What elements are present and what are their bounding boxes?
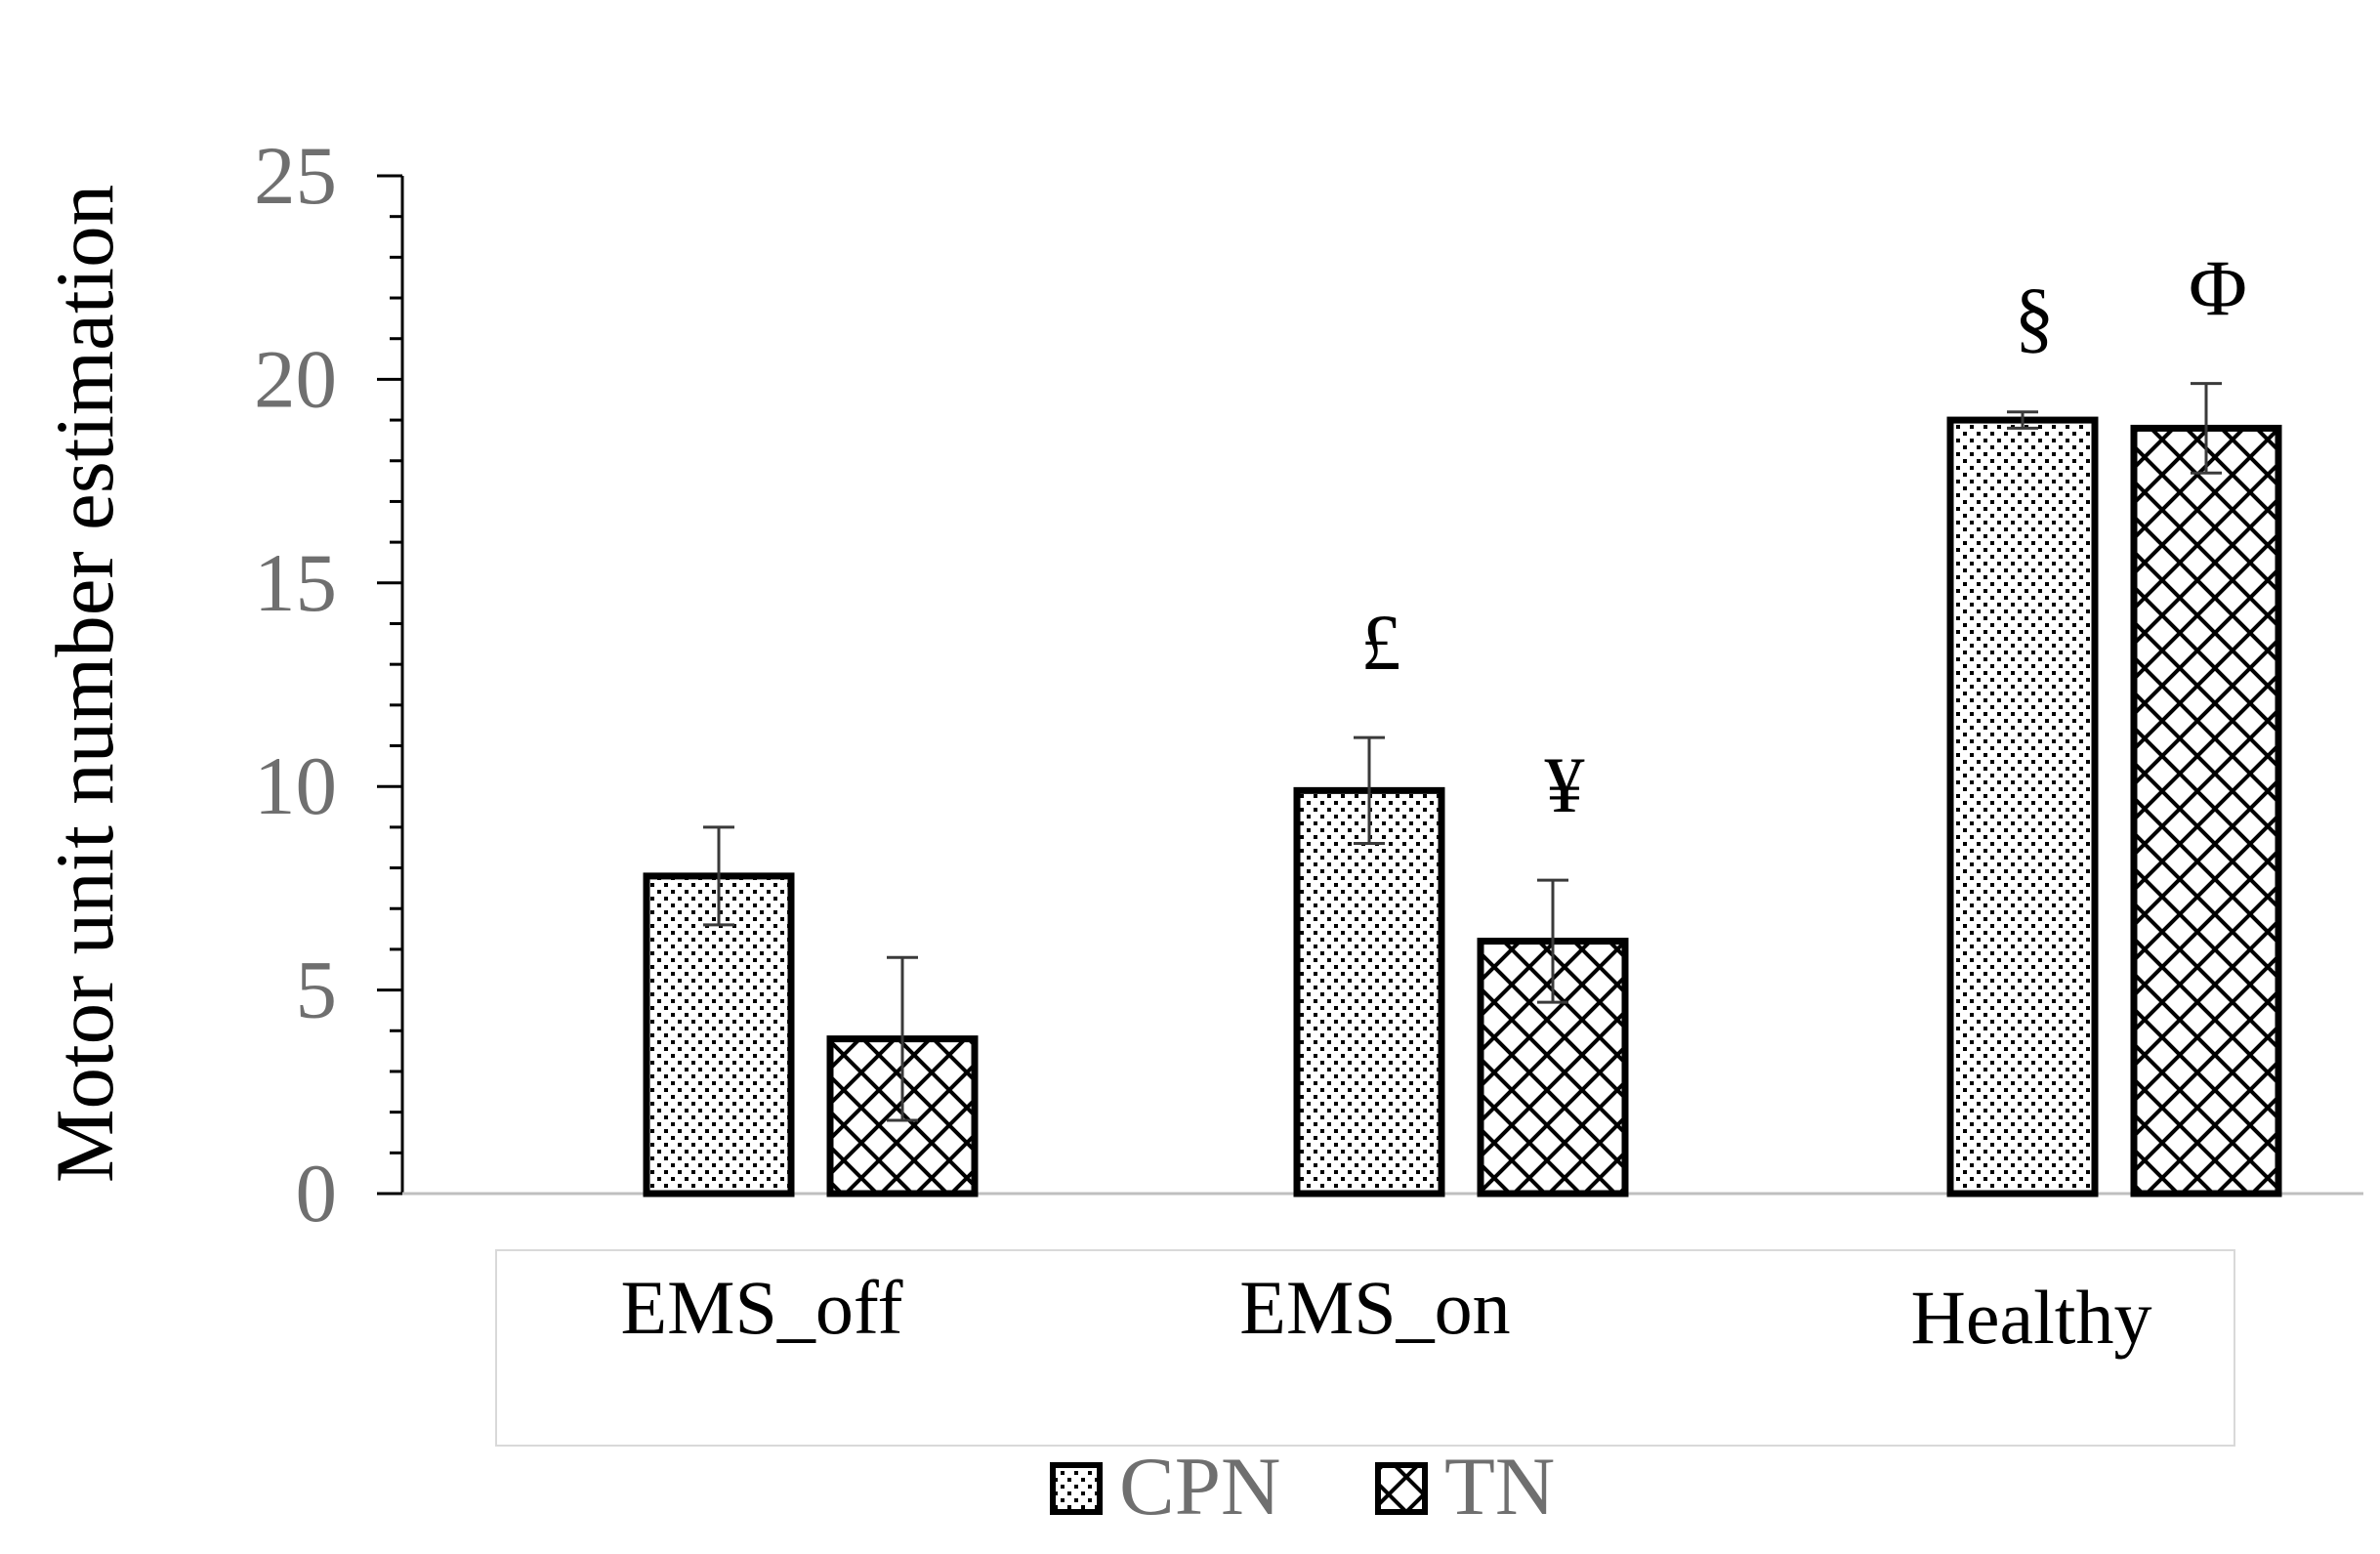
y-tick-label: 15	[254, 537, 337, 629]
error-bars	[703, 382, 2222, 1122]
bar-cpn-healthy	[1946, 416, 2099, 1197]
category-label: EMS_off	[621, 1265, 903, 1350]
bar-tn-healthy	[2130, 424, 2282, 1197]
legend-label: TN	[1444, 1441, 1555, 1533]
bar-cpn-ems-off	[643, 872, 795, 1197]
y-tick-label: 0	[296, 1148, 338, 1239]
legend-swatch-tn	[1375, 1462, 1428, 1515]
y-tick-label: 10	[254, 740, 337, 832]
bars	[643, 416, 2282, 1197]
y-tick-label: 25	[254, 130, 337, 222]
category-label: EMS_on	[1239, 1265, 1510, 1350]
y-tick-label: 5	[296, 945, 338, 1036]
category-labels: EMS_off EMS_on Healthy	[621, 1265, 2152, 1360]
bar-cpn-ems-on	[1293, 786, 1445, 1197]
significance-mark: ¥	[1545, 740, 1585, 829]
annotations: £ ¥ § Φ	[1361, 244, 2247, 829]
y-tick-label: 20	[254, 333, 337, 425]
legend: CPN TN	[1050, 1441, 1555, 1533]
significance-mark: Φ	[2189, 244, 2247, 333]
category-label-box	[495, 1249, 2235, 1447]
y-axis: 0 5 10 15 20 25	[254, 130, 404, 1239]
legend-label: CPN	[1119, 1441, 1280, 1533]
category-label: Healthy	[1911, 1275, 2152, 1360]
legend-swatch-cpn	[1050, 1462, 1103, 1515]
significance-mark: §	[2015, 273, 2055, 361]
significance-mark: £	[1361, 598, 1401, 687]
y-axis-title: Motor unit number estimation	[39, 185, 131, 1183]
